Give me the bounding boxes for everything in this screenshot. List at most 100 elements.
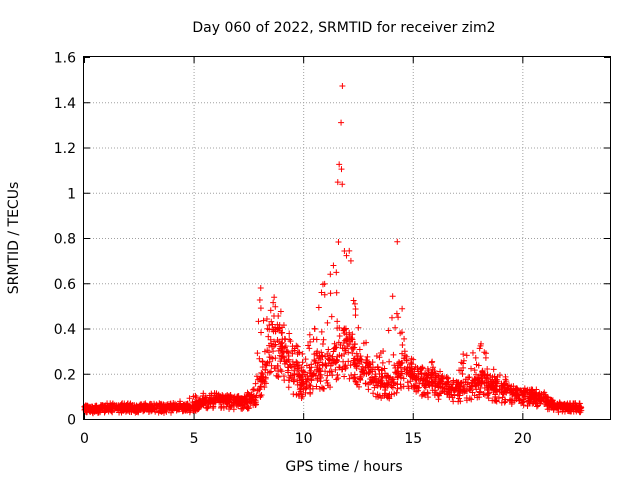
data-point [460, 357, 467, 364]
y-axis-label: SRMTID / TECUs [6, 182, 22, 295]
data-point [438, 375, 445, 382]
data-point [523, 387, 530, 394]
data-point [340, 340, 347, 347]
axis-ticks: 0 5 10 15 20 0 0.2 0.4 0.6 0.8 1 1.2 1.4 1.6 [54, 51, 610, 447]
data-point [566, 408, 573, 415]
data-point [463, 397, 470, 404]
data-point [316, 352, 323, 359]
data-point [503, 378, 510, 385]
data-point [236, 396, 243, 403]
data-point [476, 378, 483, 385]
data-point [285, 384, 292, 391]
data-point [378, 377, 385, 384]
data-point [310, 336, 317, 343]
data-point [425, 381, 432, 388]
data-point [184, 406, 191, 413]
data-point [383, 381, 390, 388]
data-point [256, 386, 263, 393]
data-point [260, 317, 267, 324]
data-point [576, 400, 583, 407]
data-point [323, 362, 330, 369]
data-point [453, 379, 460, 386]
data-point [274, 373, 281, 380]
data-point [520, 402, 527, 409]
data-point [380, 348, 387, 355]
y-tick-label: 1.6 [54, 51, 76, 67]
data-point [239, 398, 246, 405]
data-point [489, 374, 496, 381]
data-point [307, 338, 314, 345]
data-point [363, 356, 370, 363]
data-point [342, 365, 349, 372]
data-point [513, 386, 520, 393]
data-point [315, 304, 322, 311]
data-point [311, 357, 318, 364]
data-point [424, 365, 431, 372]
data-point [533, 395, 540, 402]
data-point [401, 335, 408, 342]
data-point [280, 353, 287, 360]
data-point [265, 333, 272, 340]
data-point [363, 339, 370, 346]
data-point [393, 370, 400, 377]
data-point [533, 403, 540, 410]
data-point [350, 345, 357, 352]
data-point [98, 404, 105, 411]
data-point [351, 340, 358, 347]
data-point [398, 384, 405, 391]
data-point [386, 395, 393, 402]
data-point [509, 391, 516, 398]
data-point [398, 368, 405, 375]
data-point [435, 372, 442, 379]
data-point [397, 360, 404, 367]
data-point [245, 403, 252, 410]
data-point [347, 257, 354, 264]
data-point [268, 343, 275, 350]
data-point [422, 384, 429, 391]
data-point [225, 393, 232, 400]
data-point [516, 391, 523, 398]
data-point [251, 396, 258, 403]
data-point [299, 381, 306, 388]
data-point [297, 385, 304, 392]
data-point [356, 346, 363, 353]
data-point [346, 375, 353, 382]
data-point [346, 333, 353, 340]
data-point [89, 409, 96, 416]
data-point [277, 343, 284, 350]
data-point [193, 402, 200, 409]
data-point [356, 357, 363, 364]
data-point [411, 384, 418, 391]
data-point [352, 360, 359, 367]
data-point [490, 366, 497, 373]
data-point [230, 406, 237, 413]
data-point [467, 385, 474, 392]
data-point [345, 349, 352, 356]
data-point [311, 325, 318, 332]
data-point [318, 349, 325, 356]
data-point [524, 403, 531, 410]
data-point [330, 262, 337, 269]
data-point [313, 383, 320, 390]
data-point [370, 390, 377, 397]
data-point [402, 352, 409, 359]
data-point [567, 402, 574, 409]
data-point [437, 368, 444, 375]
data-point [482, 354, 489, 361]
data-point [333, 357, 340, 364]
data-point [318, 289, 325, 296]
data-point [277, 358, 284, 365]
data-point [476, 389, 483, 396]
data-point [445, 386, 452, 393]
data-point [541, 401, 548, 408]
data-point [312, 360, 319, 367]
data-point [308, 364, 315, 371]
data-point [393, 389, 400, 396]
data-point [343, 252, 350, 259]
data-point [525, 395, 532, 402]
data-point [116, 409, 123, 416]
data-point [312, 372, 319, 379]
data-point [408, 371, 415, 378]
data-point [255, 318, 262, 325]
